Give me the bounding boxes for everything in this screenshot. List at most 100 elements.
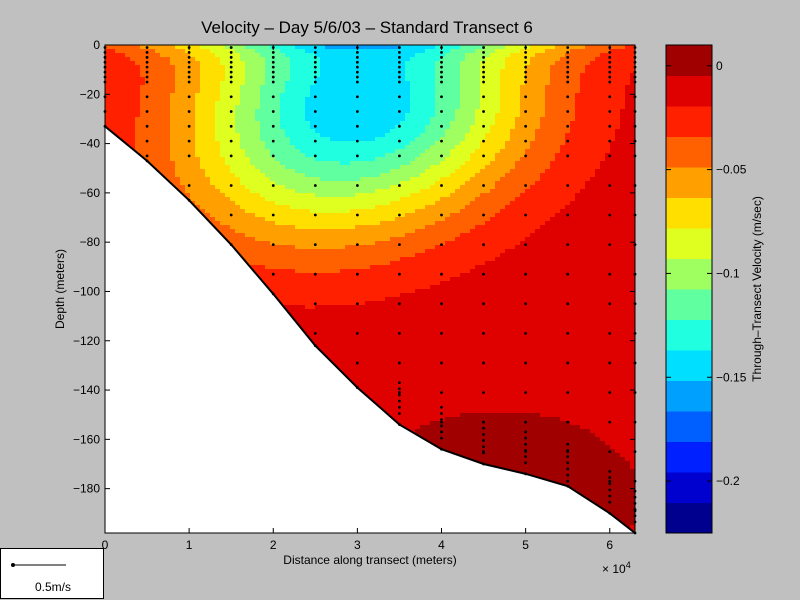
contour-cell [290,133,296,138]
contour-cell [450,121,456,126]
contour-cell [390,93,396,98]
contour-cell [420,181,426,186]
contour-cell [270,281,276,286]
contour-cell [330,333,336,338]
contour-cell [405,321,411,326]
contour-cell [345,57,351,62]
contour-cell [275,213,281,218]
contour-cell [205,61,211,66]
contour-cell [165,113,171,118]
contour-cell [230,157,236,162]
contour-cell [415,285,421,290]
contour-cell [345,137,351,142]
contour-cell [270,201,276,206]
contour-cell [260,65,266,70]
contour-cell [325,321,331,326]
contour-cell [400,133,406,138]
contour-cell [405,257,411,262]
contour-cell [400,197,406,202]
contour-cell [340,325,346,330]
contour-cell [285,105,291,110]
contour-cell [345,257,351,262]
contour-cell [340,301,346,306]
contour-cell [180,149,186,154]
contour-cell [395,69,401,74]
contour-cell [290,305,296,310]
contour-cell [445,337,451,342]
contour-cell [120,65,126,70]
contour-cell [365,373,371,378]
contour-cell [195,145,201,150]
contour-cell [280,173,286,178]
contour-cell [425,425,431,430]
contour-cell [200,101,206,106]
contour-cell [265,177,271,182]
contour-cell [345,245,351,250]
contour-cell [300,197,306,202]
contour-cell [390,249,396,254]
contour-cell [370,169,376,174]
contour-cell [360,245,366,250]
contour-cell [330,105,336,110]
contour-cell [415,405,421,410]
contour-cell [445,213,451,218]
contour-cell [230,77,236,82]
contour-cell [310,49,316,54]
contour-cell [325,285,331,290]
contour-cell [125,137,131,142]
contour-cell [435,129,441,134]
contour-cell [450,145,456,150]
contour-cell [300,321,306,326]
contour-cell [195,157,201,162]
contour-cell [355,357,361,362]
contour-cell [240,101,246,106]
contour-cell [365,221,371,226]
contour-cell [390,153,396,158]
contour-cell [290,161,296,166]
contour-cell [270,93,276,98]
contour-cell [230,193,236,198]
contour-cell [215,193,221,198]
contour-cell [340,257,346,262]
contour-cell [235,153,241,158]
contour-cell [320,161,326,166]
contour-cell [170,177,176,182]
contour-cell [435,57,441,62]
contour-cell [415,357,421,362]
contour-cell [370,201,376,206]
contour-cell [315,185,321,190]
contour-cell [300,153,306,158]
contour-cell [205,125,211,130]
contour-cell [440,349,446,354]
contour-cell [415,333,421,338]
contour-cell [210,49,216,54]
contour-cell [295,81,301,86]
contour-cell [200,93,206,98]
contour-cell [125,69,131,74]
contour-cell [400,65,406,70]
contour-cell [285,157,291,162]
contour-cell [340,53,346,58]
contour-cell [225,97,231,102]
contour-cell [135,53,141,58]
contour-cell [320,117,326,122]
contour-cell [235,165,241,170]
contour-cell [410,157,416,162]
contour-cell [440,209,446,214]
contour-cell [350,281,356,286]
contour-cell [450,361,456,366]
contour-cell [395,393,401,398]
contour-cell [365,361,371,366]
contour-cell [430,265,436,270]
contour-cell [160,73,166,78]
contour-cell [265,193,271,198]
contour-cell [395,225,401,230]
contour-cell [235,121,241,126]
contour-cell [325,69,331,74]
contour-cell [285,81,291,86]
contour-cell [380,273,386,278]
contour-cell [320,301,326,306]
contour-cell [420,301,426,306]
contour-cell [460,333,466,338]
contour-cell [240,125,246,130]
